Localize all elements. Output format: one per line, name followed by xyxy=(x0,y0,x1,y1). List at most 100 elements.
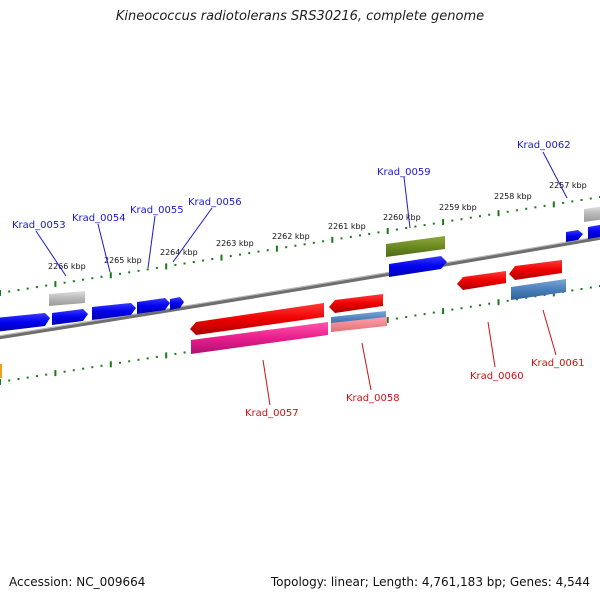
minor-tick xyxy=(174,263,177,266)
gene-label[interactable]: Krad_0061 xyxy=(531,358,585,369)
minor-tick xyxy=(571,289,574,292)
minor-tick xyxy=(405,227,408,229)
minor-tick xyxy=(562,201,565,204)
minor-tick xyxy=(17,289,20,291)
gene-arrow-krad-0060[interactable] xyxy=(457,271,506,290)
minor-tick xyxy=(8,379,11,382)
feature-gray-right[interactable] xyxy=(584,206,600,222)
gene-arrow-krad-0061[interactable] xyxy=(509,260,562,280)
gene-label[interactable]: Krad_0056 xyxy=(188,197,242,208)
gene-arrow-krad-0053a[interactable] xyxy=(0,313,50,332)
minor-tick xyxy=(525,296,528,299)
minor-tick xyxy=(543,204,546,207)
feature-steel-0061[interactable] xyxy=(511,279,566,300)
feature-gray-left[interactable] xyxy=(49,291,85,306)
minor-tick xyxy=(580,199,583,201)
gene-label[interactable]: Krad_0054 xyxy=(72,213,126,224)
minor-tick xyxy=(423,224,426,227)
gene-label[interactable]: Krad_0057 xyxy=(245,408,299,419)
gene-label[interactable]: Krad_0055 xyxy=(130,205,184,216)
minor-tick xyxy=(100,364,103,367)
minor-tick xyxy=(525,207,528,210)
gene-arrow-krad-0058[interactable] xyxy=(329,294,383,313)
gene-arrow-krad-0056[interactable] xyxy=(170,297,184,310)
minor-tick xyxy=(183,262,186,265)
minor-tick xyxy=(469,305,472,308)
minor-tick xyxy=(515,209,518,212)
minor-tick xyxy=(146,268,149,271)
genome-summary-text: Topology: linear; Length: 4,761,183 bp; … xyxy=(270,575,590,589)
feature-olive[interactable] xyxy=(386,236,445,257)
gene-label[interactable]: Krad_0060 xyxy=(470,371,524,382)
gene-arrow-krad-0059[interactable] xyxy=(389,256,447,277)
minor-tick xyxy=(414,225,417,228)
minor-tick xyxy=(35,375,38,378)
minor-tick xyxy=(589,286,592,289)
kbp-label: 2260 kbp xyxy=(383,213,421,222)
kbp-label: 2265 kbp xyxy=(104,256,142,265)
gene-arrow-krad-0062[interactable] xyxy=(566,230,583,242)
minor-tick xyxy=(119,272,121,275)
major-tick xyxy=(442,308,445,315)
minor-tick xyxy=(377,231,380,234)
minor-tick xyxy=(469,216,472,219)
minor-tick xyxy=(128,360,131,363)
minor-tick xyxy=(395,317,398,320)
kbp-label: 2257 kbp xyxy=(549,181,587,190)
minor-tick xyxy=(414,314,417,317)
gene-label[interactable]: Krad_0062 xyxy=(517,140,571,151)
kbp-label: 2259 kbp xyxy=(439,203,477,212)
minor-tick xyxy=(322,240,325,243)
major-tick xyxy=(0,379,1,385)
minor-tick xyxy=(285,246,288,249)
major-tick xyxy=(497,210,500,217)
gene-arrow-krad-0054[interactable] xyxy=(92,303,136,320)
minor-tick xyxy=(515,298,518,301)
minor-tick xyxy=(359,234,361,237)
minor-tick xyxy=(45,284,48,287)
minor-tick xyxy=(82,367,85,370)
major-tick xyxy=(54,281,57,288)
major-tick xyxy=(54,370,57,377)
minor-tick xyxy=(229,255,232,258)
gene-arrow-krad-0053[interactable] xyxy=(52,309,88,325)
gene-arrow-krad-0055[interactable] xyxy=(137,298,170,314)
minor-tick xyxy=(506,210,509,213)
minor-tick xyxy=(26,376,29,379)
minor-tick xyxy=(405,316,408,318)
gene-label-group: Krad_0053 Krad_0054 Krad_0055 Krad_0056 … xyxy=(12,140,585,419)
minor-tick xyxy=(35,286,38,289)
minor-tick xyxy=(460,307,463,310)
minor-tick xyxy=(82,278,85,281)
gene-label[interactable]: Krad_0053 xyxy=(12,220,66,231)
minor-tick xyxy=(72,369,75,372)
major-tick xyxy=(0,290,1,296)
gene-arrow-krad-0057[interactable] xyxy=(190,303,324,335)
kbp-label: 2261 kbp xyxy=(328,222,366,231)
minor-tick xyxy=(72,280,75,283)
minor-tick xyxy=(432,222,435,225)
minor-tick xyxy=(174,352,177,355)
gene-arrow-krad-0062b[interactable] xyxy=(588,224,600,239)
minor-tick xyxy=(128,271,131,274)
minor-tick xyxy=(202,259,205,262)
minor-tick xyxy=(137,358,140,361)
minor-tick xyxy=(423,313,426,316)
feature-pink[interactable] xyxy=(191,322,328,354)
minor-tick xyxy=(451,219,454,222)
feature-salmon-0058[interactable] xyxy=(331,317,387,332)
kbp-label: 2258 kbp xyxy=(494,192,532,201)
gene-label[interactable]: Krad_0058 xyxy=(346,393,400,404)
major-tick xyxy=(331,236,334,243)
kbp-label-group: 2266 kbp 2265 kbp 2264 kbp 2263 kbp 2262… xyxy=(48,181,587,271)
feature-orange-edge[interactable] xyxy=(0,364,2,378)
major-tick xyxy=(386,228,389,234)
minor-tick xyxy=(155,355,158,358)
minor-tick xyxy=(266,249,269,252)
minor-tick xyxy=(8,290,11,293)
major-tick xyxy=(275,245,278,252)
genome-backbone-highlight xyxy=(0,235,600,337)
gene-label[interactable]: Krad_0059 xyxy=(377,167,431,178)
